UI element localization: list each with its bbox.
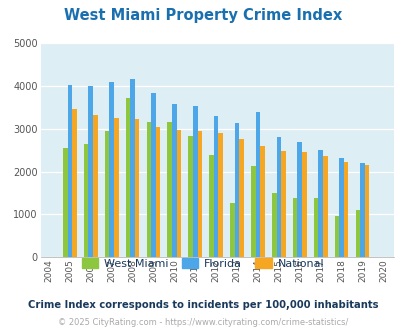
Bar <box>318 150 322 257</box>
Bar <box>271 193 276 257</box>
Bar <box>93 115 98 257</box>
Bar <box>260 146 264 257</box>
Bar <box>276 137 281 257</box>
Bar <box>364 165 369 257</box>
Bar <box>250 166 255 257</box>
Bar <box>313 198 318 257</box>
Bar <box>151 93 156 257</box>
Bar <box>255 112 260 257</box>
Bar <box>126 98 130 257</box>
Bar <box>230 203 234 257</box>
Bar <box>334 216 339 257</box>
Bar <box>88 86 93 257</box>
Bar <box>355 210 359 257</box>
Bar <box>197 131 202 257</box>
Bar <box>209 155 213 257</box>
Bar <box>343 162 347 257</box>
Bar <box>297 143 301 257</box>
Bar <box>359 163 364 257</box>
Bar <box>239 139 243 257</box>
Bar <box>109 82 114 257</box>
Bar <box>67 85 72 257</box>
Bar <box>146 122 151 257</box>
Bar <box>114 117 118 257</box>
Bar <box>301 152 306 257</box>
Text: © 2025 CityRating.com - https://www.cityrating.com/crime-statistics/: © 2025 CityRating.com - https://www.city… <box>58 318 347 327</box>
Bar <box>292 198 297 257</box>
Bar <box>218 133 222 257</box>
Bar <box>72 109 77 257</box>
Bar <box>176 130 181 257</box>
Bar <box>322 156 327 257</box>
Legend: West Miami, Florida, National: West Miami, Florida, National <box>77 254 328 273</box>
Bar <box>192 106 197 257</box>
Bar <box>172 104 176 257</box>
Bar <box>213 116 218 257</box>
Text: West Miami Property Crime Index: West Miami Property Crime Index <box>64 8 341 23</box>
Text: Crime Index corresponds to incidents per 100,000 inhabitants: Crime Index corresponds to incidents per… <box>28 300 377 310</box>
Bar <box>281 150 285 257</box>
Bar <box>188 136 192 257</box>
Bar <box>63 148 67 257</box>
Bar <box>134 119 139 257</box>
Bar <box>234 123 239 257</box>
Bar <box>104 131 109 257</box>
Bar <box>130 79 134 257</box>
Bar <box>167 122 172 257</box>
Bar <box>84 144 88 257</box>
Bar <box>339 158 343 257</box>
Bar <box>156 127 160 257</box>
